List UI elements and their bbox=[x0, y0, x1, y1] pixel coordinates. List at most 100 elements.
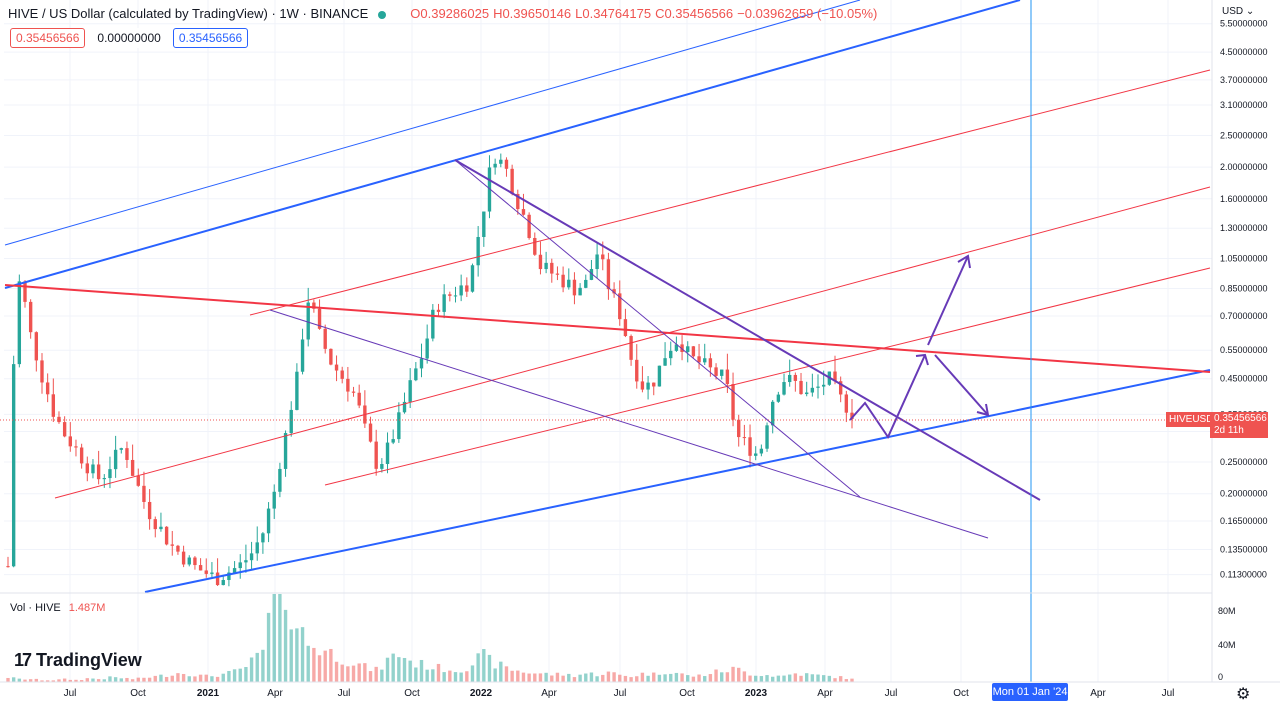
candle-body bbox=[45, 382, 50, 395]
ohlc-change: −0.03962659 (−10.05%) bbox=[737, 6, 878, 21]
volume-bar bbox=[159, 674, 163, 682]
candle-body bbox=[708, 358, 713, 368]
candle-body bbox=[816, 386, 820, 388]
volume-bar bbox=[476, 653, 480, 682]
volume-bar bbox=[51, 680, 56, 682]
candle-body bbox=[646, 382, 650, 390]
volume-bar bbox=[521, 672, 526, 682]
volume-bar bbox=[266, 612, 271, 682]
volume-bar bbox=[431, 669, 435, 682]
gear-icon[interactable]: ⚙ bbox=[1236, 686, 1251, 703]
volume-bar bbox=[821, 675, 826, 682]
volume-bar bbox=[210, 676, 214, 682]
tradingview-logo[interactable]: 17 TradingView bbox=[14, 650, 142, 671]
volume-legend: Vol · HIVE 1.487M bbox=[10, 602, 105, 614]
volume-bar bbox=[414, 667, 418, 682]
candle-body bbox=[470, 265, 475, 292]
candle-body bbox=[62, 422, 67, 437]
volume-bar bbox=[170, 675, 174, 682]
candle-body bbox=[346, 378, 350, 392]
value-box-right[interactable]: 0.35456566 bbox=[172, 28, 249, 48]
candle-body bbox=[170, 544, 174, 546]
candle-body bbox=[844, 394, 849, 413]
price-tag: 0.35456566 2d 11h bbox=[1210, 412, 1268, 438]
status-dot-icon bbox=[378, 10, 387, 19]
y-tick-label: 0.16500000 bbox=[1220, 516, 1268, 526]
candle-body bbox=[249, 553, 254, 561]
volume-bar bbox=[635, 676, 639, 682]
volume-bar bbox=[40, 680, 44, 682]
volume-bar bbox=[601, 674, 605, 682]
candle-body bbox=[476, 236, 480, 266]
volume-bar bbox=[674, 672, 679, 682]
candle-body bbox=[618, 293, 622, 320]
candle-body bbox=[176, 545, 180, 552]
value-box-left[interactable]: 0.35456566 bbox=[10, 28, 86, 48]
x-tick-label: Apr bbox=[817, 688, 833, 699]
volume-bar bbox=[142, 677, 146, 682]
volume-bar bbox=[136, 677, 140, 682]
candle-body bbox=[215, 572, 220, 586]
candle-body bbox=[436, 309, 441, 312]
volume-label: Vol · HIVE bbox=[10, 602, 61, 614]
volume-bar bbox=[555, 672, 560, 682]
candle-body bbox=[266, 508, 271, 534]
volume-bar bbox=[147, 677, 152, 682]
logo-text: TradingView bbox=[36, 650, 142, 670]
volume-bar bbox=[272, 594, 276, 682]
candle-body bbox=[833, 371, 837, 382]
volume-bar bbox=[499, 661, 503, 682]
candle-body bbox=[652, 382, 656, 387]
candle-body bbox=[703, 358, 707, 363]
candle-body bbox=[40, 360, 44, 383]
volume-bar bbox=[782, 675, 786, 682]
candle-body bbox=[102, 478, 106, 480]
vol-tick-label: 40M bbox=[1218, 640, 1236, 650]
candle-body bbox=[680, 344, 684, 352]
volume-bar bbox=[731, 666, 735, 682]
candle-body bbox=[584, 279, 588, 288]
candle-body bbox=[312, 302, 316, 309]
candle-body bbox=[459, 285, 463, 296]
volume-bar bbox=[176, 673, 180, 682]
candle-body bbox=[255, 542, 259, 554]
candle-body bbox=[516, 193, 520, 210]
volume-bar bbox=[244, 667, 248, 682]
volume-bar bbox=[788, 674, 792, 682]
candle-body bbox=[306, 302, 310, 340]
candle-body bbox=[799, 380, 803, 395]
candle-body bbox=[272, 491, 276, 509]
y-tick-label: 0.20000000 bbox=[1220, 489, 1268, 499]
candle-body bbox=[550, 262, 554, 274]
candle-body bbox=[402, 401, 407, 413]
candle-body bbox=[657, 365, 662, 387]
candle-body bbox=[419, 358, 424, 369]
volume-bar bbox=[595, 676, 599, 682]
candle-body bbox=[164, 526, 169, 545]
candle-body bbox=[499, 159, 503, 164]
y-tick-label: 0.13500000 bbox=[1220, 544, 1268, 554]
candle-body bbox=[521, 209, 526, 215]
candle-body bbox=[380, 463, 384, 469]
candle-body bbox=[193, 557, 197, 566]
volume-bar bbox=[816, 674, 820, 682]
candle-body bbox=[663, 358, 667, 366]
candle-body bbox=[754, 453, 758, 456]
candle-body bbox=[810, 387, 815, 393]
red-main-line bbox=[4, 284, 1211, 373]
ohlc-close: C0.35456566 bbox=[655, 6, 734, 21]
candle-body bbox=[295, 371, 299, 410]
currency-selector[interactable]: USD ⌄ bbox=[1222, 6, 1255, 17]
candle-body bbox=[198, 565, 203, 571]
volume-bar bbox=[23, 679, 27, 682]
candle-body bbox=[136, 475, 140, 486]
volume-bar bbox=[402, 657, 407, 682]
volume-bar bbox=[79, 680, 84, 682]
volume-bar bbox=[62, 678, 67, 682]
volume-bar bbox=[385, 657, 390, 682]
y-tick-label: 0.25000000 bbox=[1220, 457, 1268, 467]
x-tick-label: Oct bbox=[404, 688, 420, 699]
candle-body bbox=[51, 394, 56, 417]
candle-body bbox=[589, 269, 594, 280]
